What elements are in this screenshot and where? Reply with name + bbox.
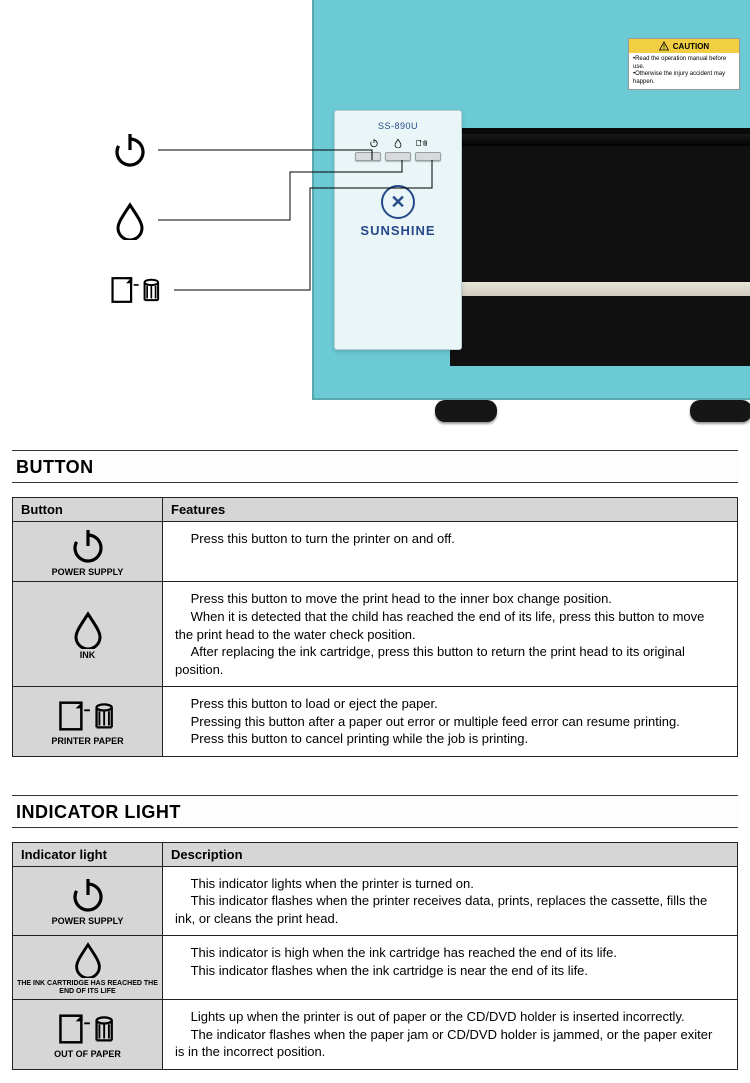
description-text: This indicator lights when the printer i… — [175, 875, 725, 893]
icon-caption: PRINTER PAPER — [15, 737, 160, 746]
indicator-section: INDICATOR LIGHT Indicator light Descript… — [12, 795, 738, 1070]
col-header-indicator: Indicator light — [13, 842, 163, 866]
table-row: POWER SUPPLY This indicator lights when … — [13, 866, 738, 936]
feature-text: After replacing the ink cartridge, press… — [175, 643, 725, 678]
table-row: INK Press this button to move the print … — [13, 582, 738, 687]
section-title: INDICATOR LIGHT — [12, 795, 738, 828]
col-header-features: Features — [163, 498, 738, 522]
button-table: Button Features POWER SUPPLY Press this … — [12, 497, 738, 757]
description-text: This indicator flashes when the ink cart… — [175, 962, 725, 980]
table-row: OUT OF PAPER Lights up when the printer … — [13, 1000, 738, 1070]
paper-icon — [55, 697, 121, 735]
table-row: PRINTER PAPER Press this button to load … — [13, 687, 738, 757]
feature-text: Press this button to move the print head… — [175, 590, 725, 608]
power-icon — [66, 526, 110, 566]
description-text: This indicator is high when the ink cart… — [175, 944, 725, 962]
description-text: This indicator flashes when the printer … — [175, 892, 725, 927]
table-row: POWER SUPPLY Press this button to turn t… — [13, 522, 738, 582]
description-text: The indicator flashes when the paper jam… — [175, 1026, 725, 1061]
paper-icon — [55, 1010, 121, 1048]
table-row: THE INK CARTRIDGE HAS REACHED THE END OF… — [13, 936, 738, 1000]
feature-text: Press this button to turn the printer on… — [175, 530, 725, 548]
feature-text: Press this button to cancel printing whi… — [175, 730, 725, 748]
icon-caption: INK — [15, 651, 160, 660]
feature-text: Press this button to load or eject the p… — [175, 695, 725, 713]
col-header-description: Description — [163, 842, 738, 866]
printer-illustration: SS-890U ✕ SUNSHINE CAUTION •Read the ope… — [0, 0, 750, 432]
description-text: Lights up when the printer is out of pap… — [175, 1008, 725, 1026]
feature-text: Pressing this button after a paper out e… — [175, 713, 725, 731]
feature-text: When it is detected that the child has r… — [175, 608, 725, 643]
indicator-table: Indicator light Description POWER SUPPLY… — [12, 842, 738, 1070]
button-section: BUTTON Button Features POWER SUPPLY Pres… — [12, 450, 738, 757]
power-icon — [66, 875, 110, 915]
section-title: BUTTON — [12, 450, 738, 483]
leader-lines — [0, 0, 750, 432]
icon-caption: OUT OF PAPER — [15, 1050, 160, 1059]
icon-caption: POWER SUPPLY — [15, 568, 160, 577]
ink-icon — [68, 940, 108, 978]
icon-caption: POWER SUPPLY — [15, 917, 160, 926]
col-header-button: Button — [13, 498, 163, 522]
ink-icon — [68, 609, 108, 649]
icon-caption: THE INK CARTRIDGE HAS REACHED THE END OF… — [15, 980, 160, 995]
